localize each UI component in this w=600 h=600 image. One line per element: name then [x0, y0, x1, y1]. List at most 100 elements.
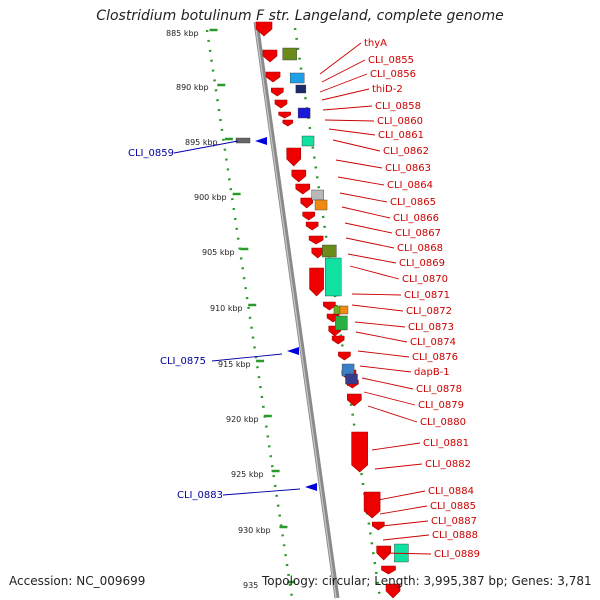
tick-marks [209, 28, 296, 584]
label-connector [335, 159, 383, 169]
feature-block [335, 315, 348, 331]
tick-label: 935 [243, 581, 258, 590]
feature-block [311, 189, 324, 201]
label-connector [379, 505, 428, 515]
label-connector [222, 488, 301, 496]
rna-marker [305, 483, 317, 491]
tick-label: 885 kbp [166, 29, 199, 38]
gene-label: CLI_0878 [416, 384, 462, 395]
rna-label: CLI_0883 [177, 490, 223, 501]
cds-arrow [282, 119, 294, 127]
gene-label: CLI_0872 [406, 306, 452, 317]
gene-label: CLI_0880 [420, 417, 466, 428]
label-connector [345, 237, 395, 249]
label-connector [211, 353, 283, 362]
cds-arrow [274, 99, 288, 109]
rna-marker [287, 347, 299, 355]
label-connector [173, 140, 239, 154]
tick-label: 930 kbp [238, 526, 271, 535]
map-title: Clostridium botulinum F str. Langeland, … [96, 8, 504, 24]
tick-label: 920 kbp [226, 415, 259, 424]
cds-arrow [278, 111, 291, 119]
label-layer: thyA CLI_0855 CLI_0856 thiD-2 CLI_0858 C… [128, 38, 480, 560]
gene-label: CLI_0870 [402, 274, 448, 285]
label-connector [344, 222, 393, 234]
cds-arrow [270, 87, 284, 97]
label-connector [319, 42, 362, 75]
label-connector [374, 463, 423, 470]
label-connector [341, 206, 391, 219]
label-connector [351, 304, 404, 312]
feature-block [235, 137, 251, 144]
cds-arrow [347, 393, 362, 407]
gene-label: CLI_0864 [387, 180, 433, 191]
accession-text: Accession: NC_009699 [9, 574, 146, 588]
gene-label: CLI_0868 [397, 243, 443, 254]
tick-label: 910 kbp [210, 304, 243, 313]
label-connector [319, 73, 368, 93]
feature-block [339, 305, 349, 315]
label-connector [339, 192, 388, 203]
gene-label: CLI_0882 [425, 459, 471, 470]
feature-block [324, 257, 342, 297]
label-connector [377, 490, 426, 501]
gene-label: CLI_0889 [434, 549, 480, 560]
label-connector [321, 59, 366, 83]
gene-label: CLI_0884 [428, 486, 474, 497]
gene-label: CLI_0860 [377, 116, 423, 127]
gene-label: CLI_0874 [410, 337, 456, 348]
cds-arrow [323, 301, 336, 311]
gene-label: CLI_0888 [432, 530, 478, 541]
gene-label: CLI_0887 [431, 516, 477, 527]
feature-block [295, 84, 307, 94]
cds-arrow [305, 221, 319, 231]
genome-summary: Topology: circular; Length: 3,995,387 bp… [262, 574, 592, 588]
label-connector [357, 350, 410, 358]
cds-arrow [300, 197, 314, 209]
label-connector [355, 331, 408, 343]
feature-block [282, 47, 297, 61]
label-connector [363, 391, 416, 406]
cds-arrow [295, 183, 311, 195]
gene-label: CLI_0869 [399, 258, 445, 269]
tick-label: 890 kbp [176, 83, 209, 92]
feature-block [301, 135, 315, 147]
label-connector [381, 520, 429, 527]
gene-label: CLI_0871 [404, 290, 450, 301]
gene-label: CLI_0856 [370, 69, 416, 80]
feature-layer [235, 21, 409, 599]
gene-label: CLI_0862 [383, 146, 429, 157]
label-connector [337, 176, 385, 186]
gene-label: dapB-1 [414, 367, 450, 378]
cds-arrow [311, 247, 325, 259]
cds-arrow [385, 583, 401, 599]
label-connector [371, 442, 421, 451]
cds-arrow [372, 521, 385, 531]
cds-arrow [309, 267, 324, 297]
cds-arrow [338, 351, 351, 361]
feature-block [345, 373, 358, 385]
label-connector [322, 105, 373, 111]
feature-block [314, 199, 328, 211]
cds-arrow [376, 545, 391, 561]
label-connector [332, 139, 381, 152]
gene-label: CLI_0885 [430, 501, 476, 512]
gene-label: CLI_0876 [412, 352, 458, 363]
tick-label: 895 kbp [185, 138, 218, 147]
gene-label: CLI_0863 [385, 163, 431, 174]
label-connector [349, 265, 400, 280]
tick-label: 905 kbp [202, 248, 235, 257]
cds-arrow [302, 211, 316, 221]
feature-block [289, 72, 305, 84]
cds-arrow [363, 491, 381, 519]
rna-label: CLI_0875 [160, 356, 206, 367]
label-connector [382, 534, 430, 541]
feature-block [297, 107, 311, 119]
cds-arrow [331, 335, 345, 345]
label-connector [367, 405, 418, 423]
gene-label: CLI_0881 [423, 438, 469, 449]
cds-arrow [262, 49, 278, 63]
cds-arrow [255, 21, 273, 37]
label-connector [361, 377, 414, 390]
